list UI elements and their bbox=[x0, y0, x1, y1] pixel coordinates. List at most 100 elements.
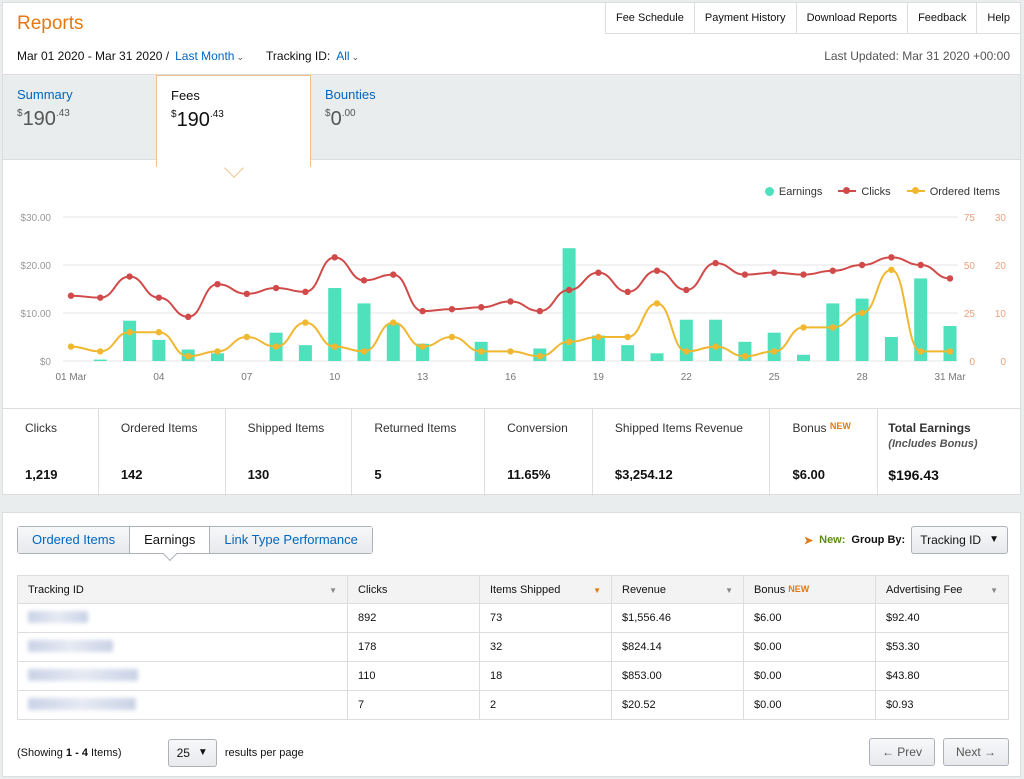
tab-fees[interactable]: Fees $190.43 bbox=[156, 75, 311, 178]
ordered-items-point bbox=[214, 348, 221, 355]
per-page-select[interactable]: 25 ▼ bbox=[167, 739, 217, 767]
x-tick-label: 10 bbox=[329, 372, 341, 383]
help-link[interactable]: Help bbox=[987, 12, 1010, 24]
earnings-bar bbox=[152, 339, 166, 361]
group-by-select[interactable]: Tracking ID ▼ bbox=[911, 526, 1008, 554]
chart-legend: Earnings Clicks Ordered Items bbox=[764, 186, 1000, 198]
tracking-id-cell[interactable] bbox=[17, 661, 348, 691]
earnings-bar bbox=[767, 332, 781, 361]
col-revenue[interactable]: Revenue ▼ bbox=[611, 575, 744, 604]
y-right-clicks-tick-label: 75 bbox=[964, 213, 976, 224]
tracking-id-dropdown[interactable]: All ⌄ bbox=[336, 49, 359, 63]
x-tick-label: 07 bbox=[241, 372, 253, 383]
clicks-point bbox=[185, 313, 192, 321]
tab-summary-label: Summary bbox=[17, 87, 73, 102]
clicks-point bbox=[97, 294, 104, 301]
ordered-items-point bbox=[653, 300, 661, 307]
ordered-items-point bbox=[97, 348, 104, 355]
legend-clicks[interactable]: Clicks bbox=[838, 186, 891, 198]
ordered-items-point bbox=[565, 338, 573, 345]
payment-history-link[interactable]: Payment History bbox=[695, 3, 797, 33]
x-tick-label: 04 bbox=[153, 372, 165, 383]
clicks-point bbox=[683, 286, 690, 294]
legend-earnings[interactable]: Earnings bbox=[764, 186, 822, 198]
earnings-bar bbox=[884, 337, 898, 361]
y-right-clicks-tick-label: 50 bbox=[964, 261, 976, 272]
tracking-id-cell[interactable] bbox=[17, 632, 348, 662]
clicks-line bbox=[70, 256, 951, 318]
download-reports-link[interactable]: Download Reports bbox=[797, 3, 909, 33]
y-left-tick-label: $0 bbox=[40, 357, 52, 368]
new-badge: NEW bbox=[788, 583, 810, 594]
ordered-items-point bbox=[888, 266, 895, 273]
clicks-point bbox=[360, 277, 368, 284]
earnings-table: Tracking ID ▼ Clicks Items Shipped ▼ Reven… bbox=[17, 575, 1009, 720]
earnings-bar bbox=[591, 335, 605, 361]
date-preset-dropdown[interactable]: Last Month ⌄ bbox=[175, 49, 244, 63]
col-bonus[interactable]: Bonus NEW bbox=[743, 575, 876, 604]
prev-button[interactable]: ← Prev bbox=[868, 738, 935, 766]
tab-link-type-performance[interactable]: Link Type Performance bbox=[210, 527, 372, 553]
clicks-point bbox=[536, 307, 543, 315]
sort-icon: ▼ bbox=[725, 586, 733, 595]
tracking-id-cell[interactable] bbox=[17, 690, 348, 720]
metric-shipped-items: Shipped Items 130 bbox=[226, 409, 353, 496]
earnings-bar bbox=[826, 303, 840, 361]
tracking-id-value: All bbox=[336, 49, 350, 63]
table-header-row: Tracking ID ▼ Clicks Items Shipped ▼ Reven… bbox=[17, 575, 1009, 604]
tab-earnings[interactable]: Earnings bbox=[130, 527, 211, 562]
filters-row: Mar 01 2020 - Mar 31 2020 / Last Month ⌄ … bbox=[17, 49, 359, 63]
chevron-down-icon: ▼ bbox=[197, 747, 208, 758]
x-tick-label: 16 bbox=[505, 372, 517, 383]
y-right-ordered-tick-label: 30 bbox=[995, 213, 1007, 224]
earnings-bar bbox=[211, 353, 224, 361]
table-row: 7 2 $20.52 $0.00 $0.93 bbox=[17, 690, 1009, 720]
advertising-fee-cell: $0.93 bbox=[875, 690, 1009, 720]
pagination: ← Prev Next → bbox=[868, 738, 1009, 766]
fee-schedule-link[interactable]: Fee Schedule bbox=[606, 3, 695, 33]
next-button[interactable]: Next → bbox=[942, 738, 1009, 766]
per-page-control: 25 ▼ results per page bbox=[167, 739, 304, 767]
redacted-tracking-id bbox=[28, 697, 136, 710]
col-tracking-id[interactable]: Tracking ID ▼ bbox=[17, 575, 348, 604]
feedback-link[interactable]: Feedback bbox=[908, 3, 978, 33]
advertising-fee-cell: $43.80 bbox=[875, 661, 1009, 691]
metric-clicks: Clicks 1,219 bbox=[3, 409, 99, 496]
x-tick-label: 01 Mar bbox=[55, 372, 87, 383]
showing-count: (Showing 1 - 4 Items) bbox=[17, 747, 122, 759]
x-tick-label: 25 bbox=[769, 372, 781, 383]
tab-fees-label: Fees bbox=[171, 88, 200, 103]
col-items-shipped[interactable]: Items Shipped ▼ bbox=[479, 575, 612, 604]
earnings-bar bbox=[328, 288, 342, 361]
earnings-bar bbox=[416, 343, 430, 361]
y-right-ordered-tick-label: 20 bbox=[995, 261, 1007, 272]
clicks-point bbox=[67, 292, 75, 299]
redacted-tracking-id bbox=[28, 610, 88, 623]
tab-ordered-items[interactable]: Ordered Items bbox=[18, 527, 131, 553]
tab-summary[interactable]: Summary $190.43 bbox=[3, 75, 155, 161]
clicks-point bbox=[155, 294, 163, 301]
metric-conversion: Conversion 11.65% bbox=[485, 409, 593, 496]
clicks-cell: 110 bbox=[347, 661, 480, 691]
items-shipped-cell: 32 bbox=[479, 632, 612, 662]
earnings-bar bbox=[650, 353, 664, 361]
col-advertising-fee[interactable]: Advertising Fee ▼ bbox=[875, 575, 1009, 604]
tab-bounties[interactable]: Bounties $0.00 bbox=[311, 75, 461, 161]
legend-ordered-items[interactable]: Ordered Items bbox=[906, 186, 1000, 198]
table-row: 110 18 $853.00 $0.00 $43.80 bbox=[17, 661, 1009, 691]
items-shipped-cell: 73 bbox=[479, 603, 612, 633]
col-clicks[interactable]: Clicks bbox=[347, 575, 480, 604]
ordered-items-point bbox=[302, 319, 309, 326]
report-table-panel: Ordered Items Earnings Link Type Perform… bbox=[2, 512, 1021, 777]
earnings-bar bbox=[855, 298, 869, 361]
revenue-cell: $20.52 bbox=[611, 690, 744, 720]
ordered-items-point bbox=[741, 353, 749, 360]
ordered-items-point bbox=[390, 319, 397, 326]
metric-shipped-revenue: Shipped Items Revenue $3,254.12 bbox=[593, 409, 771, 496]
revenue-cell: $1,556.46 bbox=[611, 603, 744, 633]
earnings-bar bbox=[562, 248, 576, 361]
date-range: Mar 01 2020 - Mar 31 2020 / bbox=[17, 49, 170, 63]
report-summary-panel: Reports Fee Schedule Payment History Dow… bbox=[2, 2, 1021, 496]
tracking-id-cell[interactable] bbox=[17, 603, 348, 633]
ordered-items-point bbox=[331, 343, 338, 350]
